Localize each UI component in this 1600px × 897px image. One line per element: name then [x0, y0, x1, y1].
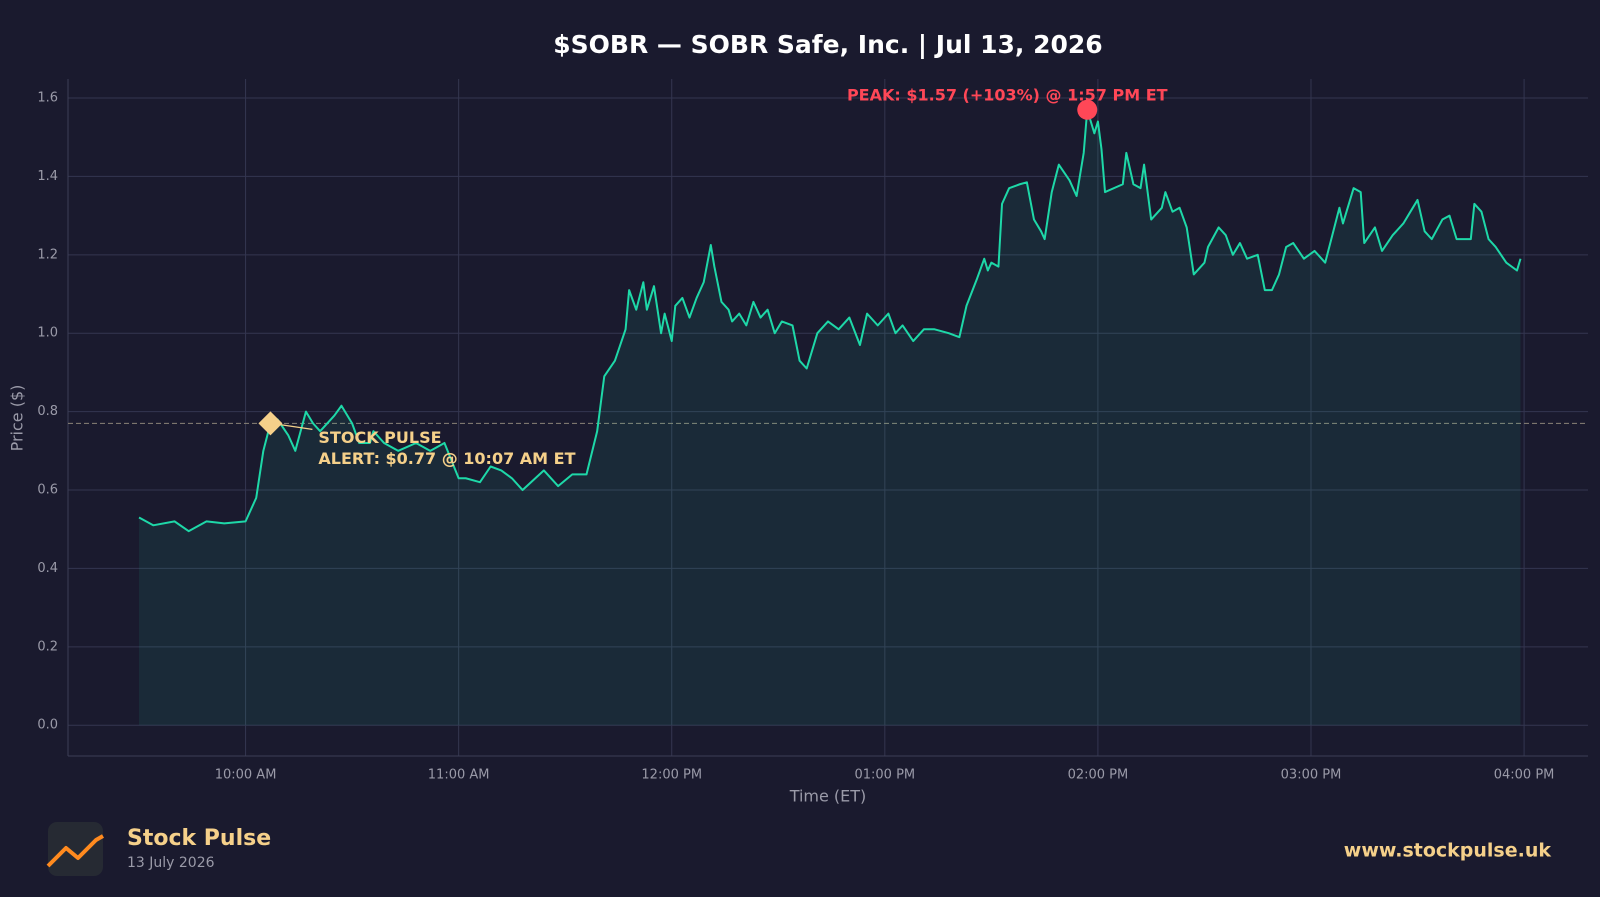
- brand-date: 13 July 2026: [127, 855, 215, 871]
- x-tick-label: 01:00 PM: [854, 768, 915, 783]
- x-tick-label: 11:00 AM: [428, 768, 490, 783]
- y-tick-label: 1.2: [37, 247, 58, 262]
- x-tick-label: 10:00 AM: [215, 768, 277, 783]
- logo: [48, 822, 103, 876]
- alert-marker: [258, 411, 283, 436]
- y-tick-label: 1.6: [37, 91, 58, 106]
- website-url: www.stockpulse.uk: [1344, 840, 1552, 862]
- alert-connector: [278, 423, 313, 430]
- chart-title: $SOBR — SOBR Safe, Inc. | Jul 13, 2026: [553, 30, 1102, 59]
- footer: Stock Pulse 13 July 2026 www.stockpulse.…: [46, 822, 1552, 876]
- plot-area: 0.0 0.2 0.4 0.6 0.8 1.0 1.2 1.4 1.6 10:00 AM 11:00…: [37, 79, 1588, 783]
- y-tick-label: 0.8: [37, 404, 58, 419]
- x-tick-label: 12:00 PM: [641, 768, 702, 783]
- logo-mark: [46, 834, 104, 868]
- x-axis-label: Time (ET): [789, 787, 867, 806]
- y-tick-label: 0.2: [37, 639, 58, 654]
- alert-annotation: STOCK PULSE: [318, 428, 441, 447]
- brand-name: Stock Pulse: [127, 826, 271, 851]
- peak-marker: [1077, 99, 1098, 120]
- price-line: [138, 108, 1522, 533]
- x-tick-label: 02:00 PM: [1068, 768, 1129, 783]
- x-tick-label: 03:00 PM: [1281, 768, 1342, 783]
- y-tick-label: 0.6: [37, 483, 58, 498]
- y-tick-label: 0.4: [37, 561, 58, 576]
- y-axis-label: Price ($): [8, 385, 27, 452]
- peak-annotation: PEAK: $1.57 (+103%) @ 1:57 PM ET: [847, 85, 1168, 104]
- y-tick-label: 0.0: [37, 718, 58, 733]
- alert-annotation: ALERT: $0.77 @ 10:07 AM ET: [318, 449, 575, 468]
- area-fill: [139, 109, 1521, 726]
- y-tick-label: 1.4: [37, 169, 58, 184]
- y-tick-label: 1.0: [37, 326, 58, 341]
- x-tick-label: 04:00 PM: [1494, 768, 1555, 783]
